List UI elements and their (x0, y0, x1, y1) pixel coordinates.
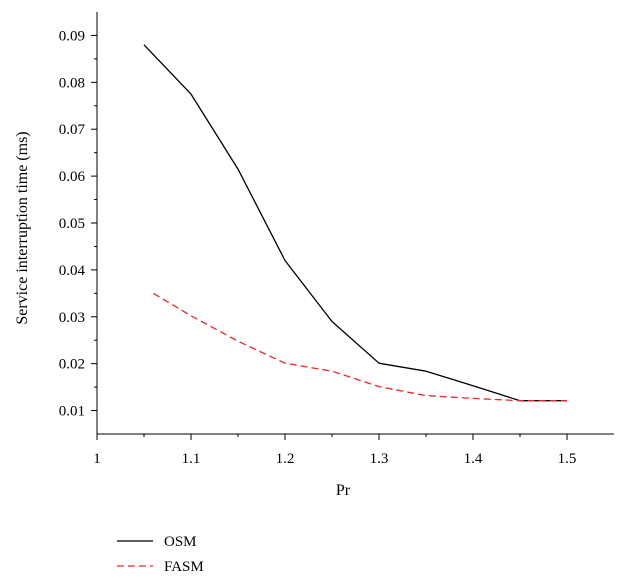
legend: OSM FASM (117, 534, 204, 575)
y-tick-label: 0.07 (59, 122, 86, 138)
y-tick-label: 0.02 (59, 357, 85, 373)
x-ticks: 1 1.1 1.2 1.3 1.4 1.5 (93, 434, 576, 467)
x-tick-label: 1.3 (370, 451, 389, 467)
legend-label-fasm: FASM (164, 559, 204, 575)
x-tick-label: 1.1 (182, 451, 201, 467)
x-tick-label: 1.2 (276, 451, 295, 467)
y-ticks: 0.01 0.02 0.03 0.04 0.05 0.06 0.07 0.08 0.09 (59, 28, 97, 420)
x-tick-label: 1.5 (558, 451, 577, 467)
y-tick-label: 0.05 (59, 216, 85, 232)
y-axis-title: Service interruption time (ms) (14, 131, 31, 324)
y-tick-label: 0.08 (59, 75, 85, 91)
legend-label-osm: OSM (164, 534, 197, 550)
y-tick-label: 0.01 (59, 404, 85, 420)
x-tick-label: 1.4 (464, 451, 483, 467)
series-line-fasm (153, 292, 567, 402)
series-layer (143, 44, 567, 402)
y-tick-label: 0.03 (59, 310, 85, 326)
y-tick-label: 0.04 (59, 263, 86, 279)
axes (96, 12, 614, 435)
series-line-osm (143, 44, 567, 402)
x-axis-title: Pr (336, 482, 351, 499)
x-tick-label: 1 (93, 451, 101, 467)
y-tick-label: 0.06 (59, 169, 86, 185)
y-tick-label: 0.09 (59, 28, 85, 44)
